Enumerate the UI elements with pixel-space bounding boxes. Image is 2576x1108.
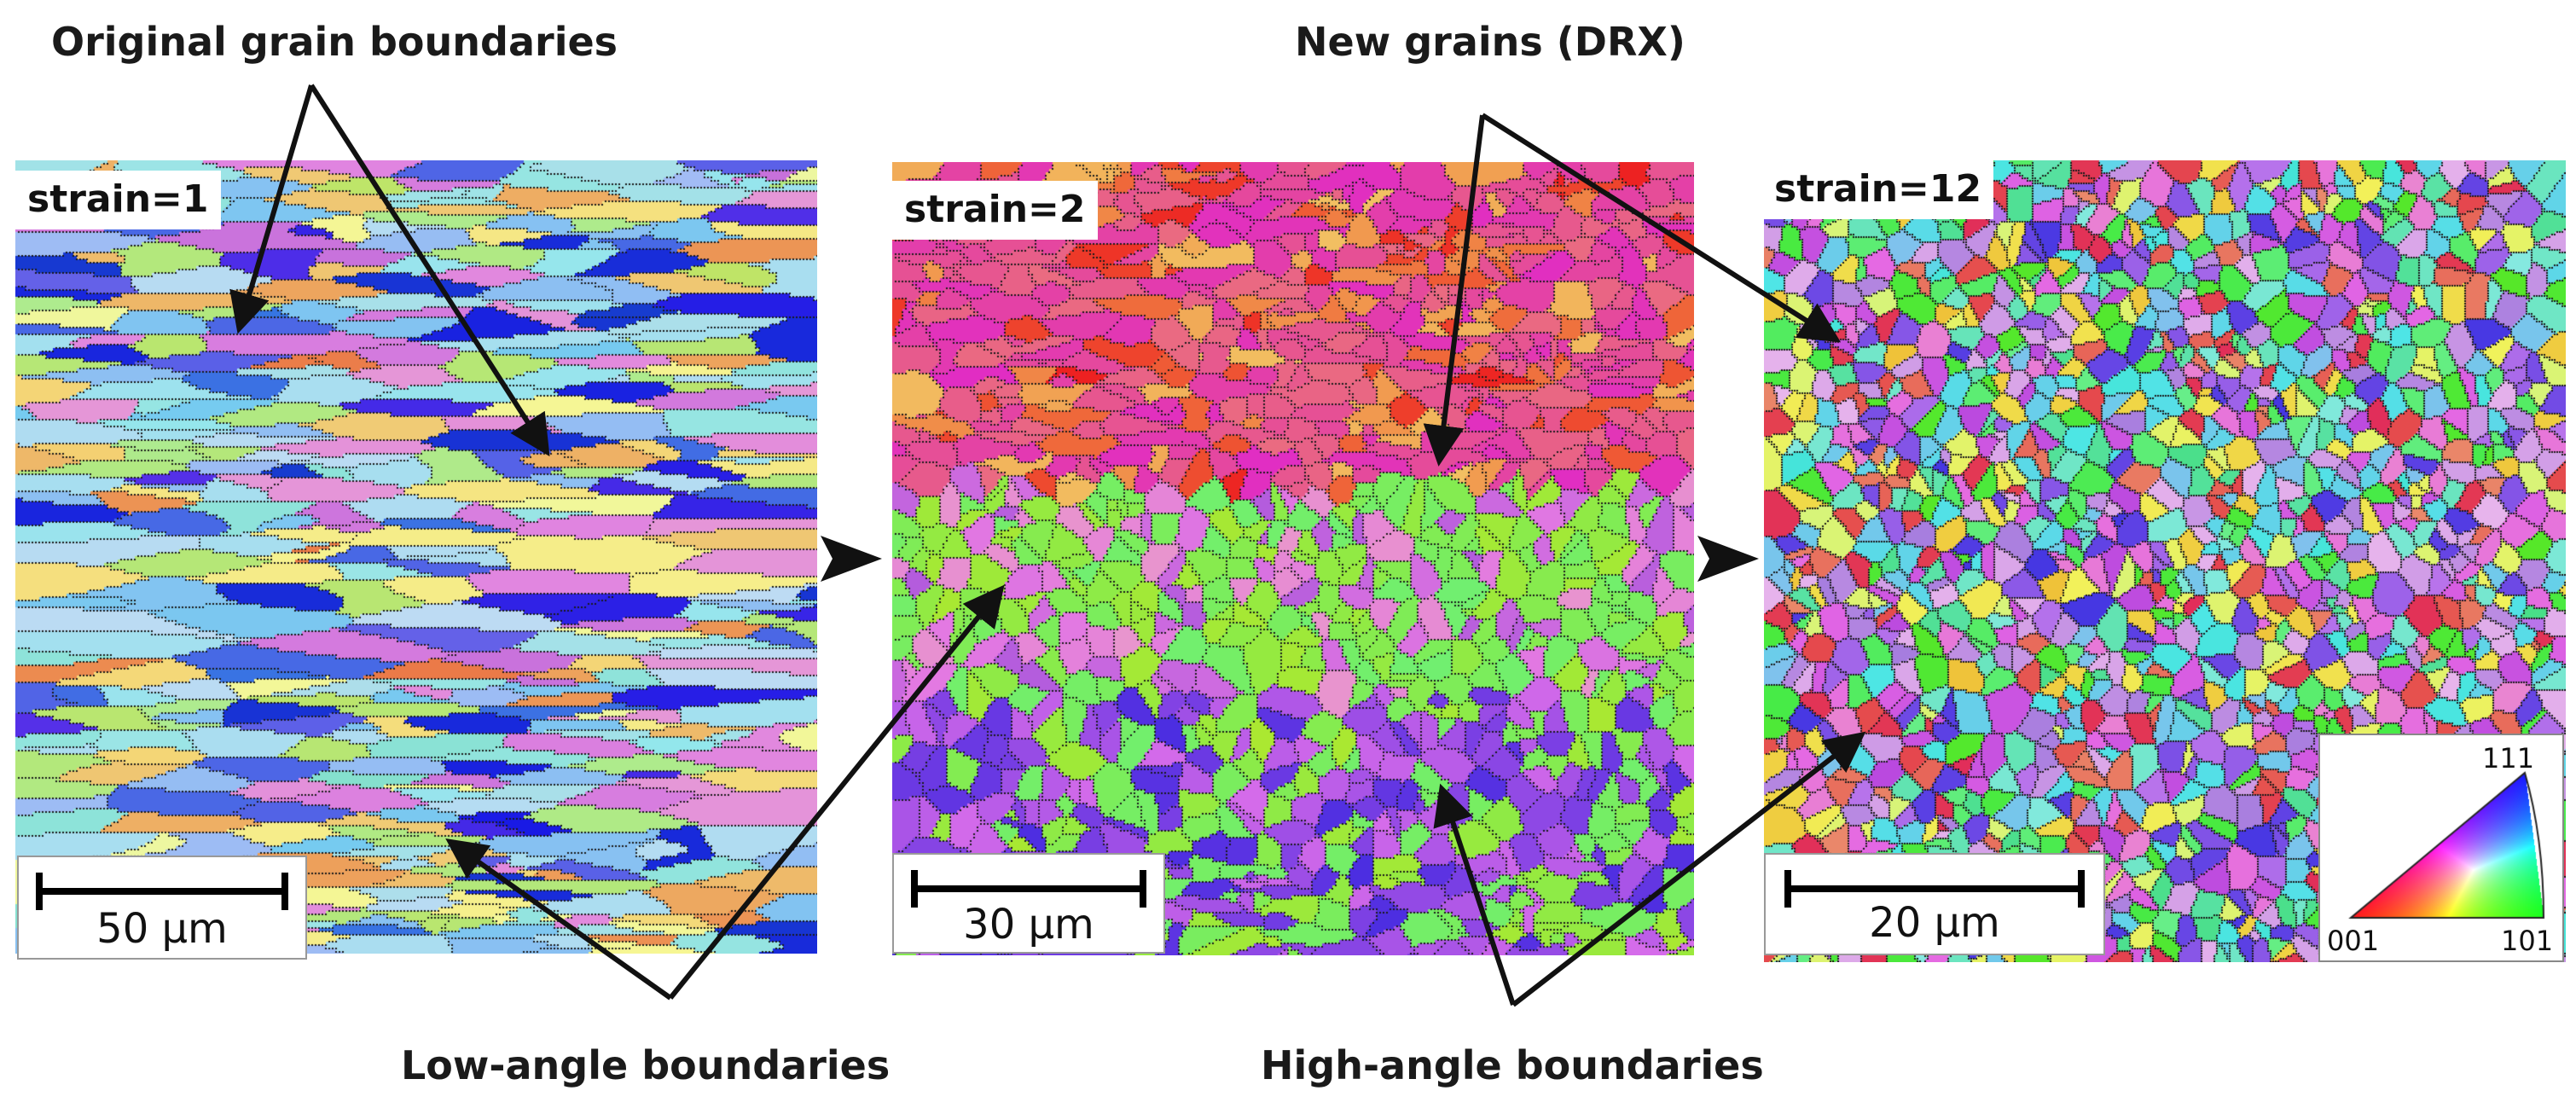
- leader-line: [1481, 113, 1842, 343]
- scale-bar-line: [1784, 870, 2085, 908]
- scale-bar-line: [36, 873, 288, 910]
- label-high-angle-boundaries: High-angle boundaries: [1261, 1042, 1764, 1088]
- leader-line: [229, 84, 314, 334]
- leader-line: [1423, 114, 1485, 467]
- ebsd-map-image: [15, 160, 817, 954]
- label-original-grain-boundaries: Original grain boundaries: [51, 19, 618, 65]
- scale-bar-label: 30 μm: [963, 901, 1094, 948]
- leader-line: [445, 838, 672, 1001]
- strain-label: strain=2: [892, 181, 1098, 240]
- scale-bar: 50 μm: [17, 856, 307, 960]
- ipf-label-111: 111: [2482, 742, 2535, 774]
- ebsd-map-image: [892, 162, 1694, 955]
- scale-bar: 20 μm: [1764, 853, 2105, 955]
- scale-bar-label: 50 μm: [96, 905, 228, 953]
- leader-line: [1433, 783, 1516, 1006]
- scale-bar-line: [911, 870, 1146, 908]
- leader-line: [1511, 731, 1866, 1007]
- strain-label: strain=1: [15, 171, 221, 229]
- ipf-color-legend: 111 001 101: [2318, 734, 2564, 962]
- ebsd-map-strain-2: [892, 162, 1694, 955]
- leader-line: [309, 84, 550, 457]
- arrow-right-icon: [821, 536, 882, 582]
- leader-line: [668, 584, 1005, 1000]
- ebsd-map-strain-1: [15, 160, 817, 954]
- scale-bar-label: 20 μm: [1869, 899, 2000, 947]
- ipf-label-101: 101: [2501, 925, 2554, 957]
- ipf-label-001: 001: [2327, 925, 2380, 957]
- arrow-right-icon: [1697, 536, 1759, 582]
- ipf-triangle-icon: [2320, 735, 2562, 960]
- strain-label: strain=12: [1762, 160, 1994, 219]
- scale-bar: 30 μm: [892, 853, 1165, 954]
- label-low-angle-boundaries: Low-angle boundaries: [401, 1042, 891, 1088]
- label-new-grains-drx: New grains (DRX): [1295, 19, 1685, 65]
